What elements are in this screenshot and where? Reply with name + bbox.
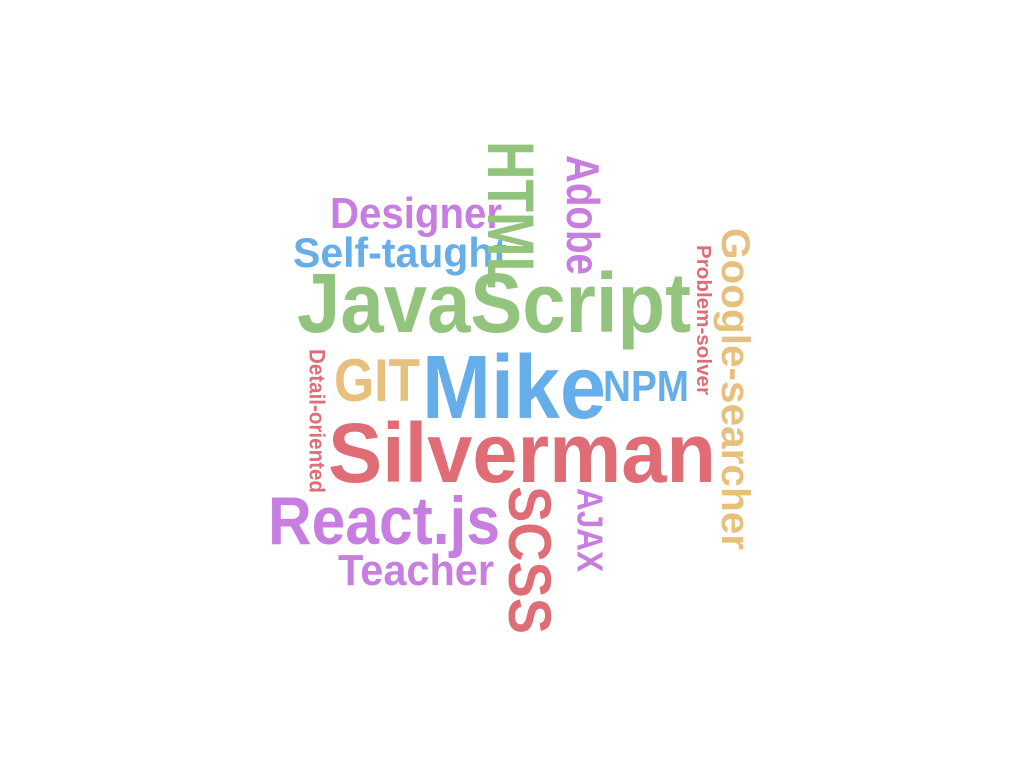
word-git: GIT [334,347,420,414]
word-mike: Mike [422,338,606,438]
word-teacher: Teacher [338,546,494,595]
word-scss: SCSS [496,486,563,634]
word-google-searcher: Google-searcher [713,228,757,550]
word-adobe: Adobe [557,155,609,275]
word-ajax: AJAX [569,488,610,572]
word-javascript: JavaScript [297,256,691,350]
word-designer: Designer [330,189,502,238]
word-react-js: React.js [268,483,500,559]
word-silverman: Silverman [328,406,716,500]
word-html: HTML [474,141,548,289]
word-npm: NPM [603,362,689,411]
word-self-taught: Self-taught [293,229,507,276]
word-detail-oriented: Detail-oriented [304,349,329,493]
word-problem-solver: Problem-solver [692,245,714,395]
